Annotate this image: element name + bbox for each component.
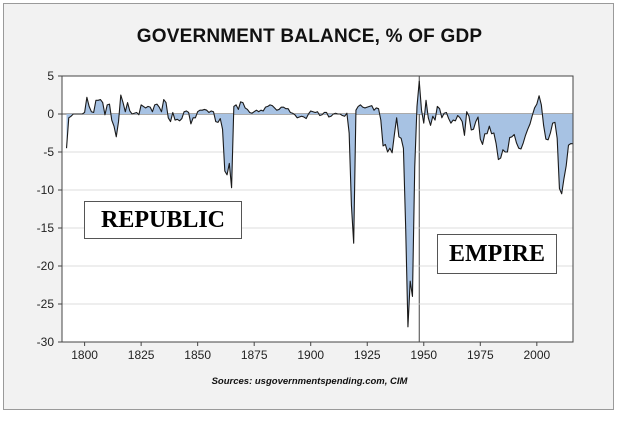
y-tick-label: 0 — [47, 107, 54, 121]
chart-title: GOVERNMENT BALANCE, % OF GDP — [136, 26, 483, 47]
x-tick-label: 1875 — [241, 348, 268, 362]
series-layer — [65, 80, 574, 328]
x-tick-label: 1850 — [184, 348, 211, 362]
x-tick-label: 1975 — [467, 348, 494, 362]
y-axis: 5 0 -5 -10 -15 -20 -25 -30 — [37, 69, 62, 349]
empire-label: EMPIRE — [437, 234, 557, 274]
y-tick-label: -10 — [37, 183, 55, 197]
x-tick-label: 2000 — [523, 348, 550, 362]
plot-border — [61, 75, 574, 343]
y-tick-label: 5 — [47, 69, 54, 83]
x-axis: 1800 1825 1850 1875 1900 1925 1950 1975 2000 — [71, 342, 550, 362]
republic-label: REPUBLIC — [84, 201, 242, 239]
x-tick-label: 1900 — [297, 348, 324, 362]
y-tick-label: -25 — [37, 297, 55, 311]
x-tick-label: 1925 — [354, 348, 381, 362]
y-tick-label: -20 — [37, 259, 55, 273]
series-line-0 — [65, 80, 573, 328]
x-tick-label: 1950 — [410, 348, 437, 362]
y-tick-label: -30 — [37, 335, 55, 349]
x-tick-label: 1800 — [71, 348, 98, 362]
y-tick-label: -15 — [37, 221, 55, 235]
source-note: Sources: usgovernmentspending.com, CIM — [211, 376, 408, 387]
x-tick-label: 1825 — [128, 348, 155, 362]
y-tick-label: -5 — [43, 145, 54, 159]
